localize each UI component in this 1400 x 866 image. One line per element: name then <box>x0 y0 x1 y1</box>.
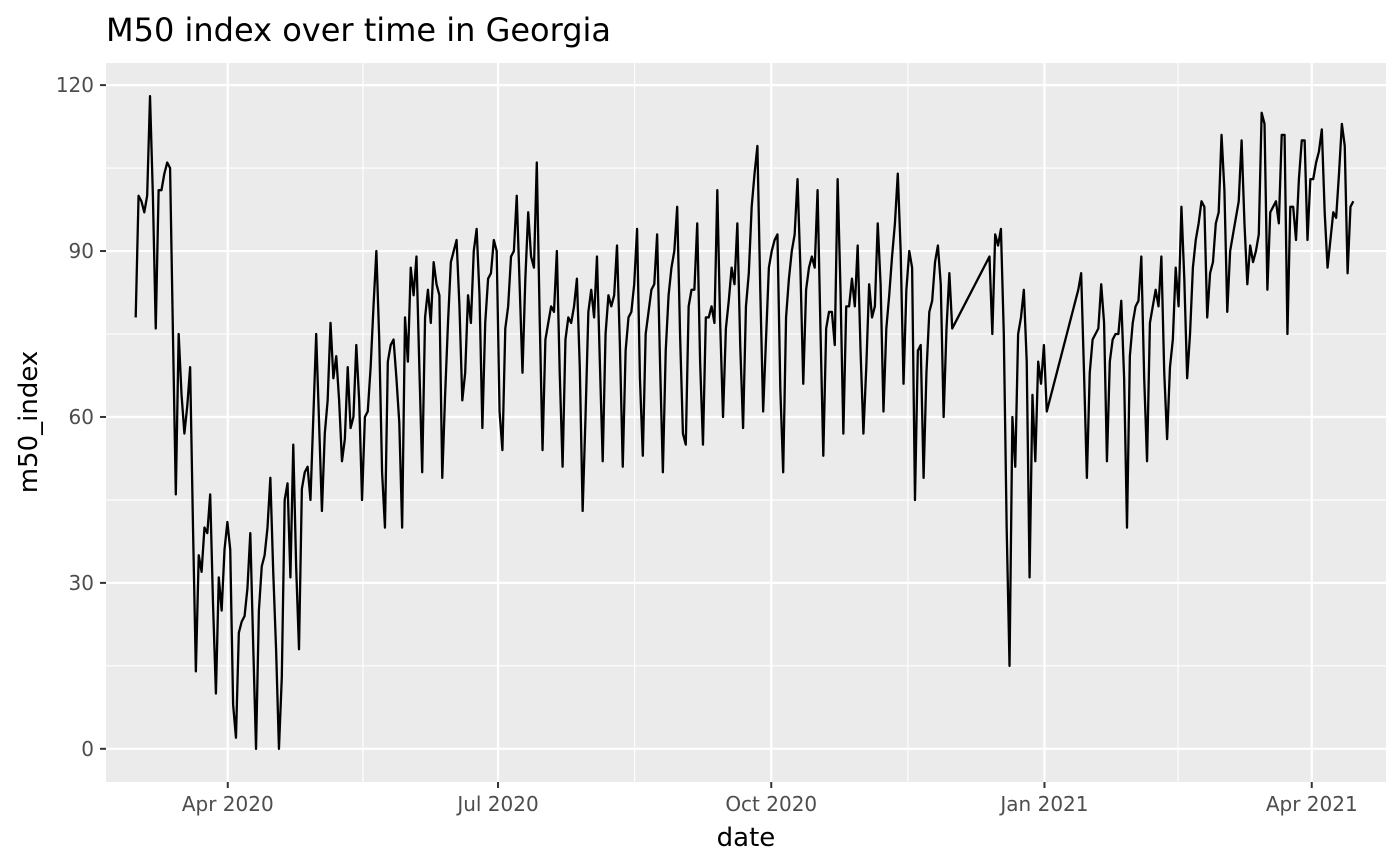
y-tick-label: 30 <box>69 571 94 595</box>
plot-panel <box>106 63 1386 782</box>
series-line <box>134 95 1355 750</box>
x-tick-label: Jul 2020 <box>455 792 538 816</box>
y-axis: 0 30 60 90 120 <box>56 73 106 761</box>
x-axis: Apr 2020 Jul 2020 Oct 2020 Jan 2021 Apr 2021 <box>182 782 1358 816</box>
y-tick-label: 120 <box>56 73 94 97</box>
y-tick-label: 0 <box>81 737 94 761</box>
y-tick-label: 90 <box>69 239 94 263</box>
x-tick-label: Apr 2020 <box>182 792 274 816</box>
x-axis-title: date <box>717 823 776 853</box>
y-tick-label: 60 <box>69 405 94 429</box>
chart-title: M50 index over time in Georgia <box>106 11 611 49</box>
y-axis-title: m50_index <box>14 351 44 494</box>
x-tick-label: Oct 2020 <box>725 792 817 816</box>
x-tick-label: Apr 2021 <box>1266 792 1358 816</box>
x-tick-label: Jan 2021 <box>998 792 1088 816</box>
series-layer <box>134 95 1355 750</box>
